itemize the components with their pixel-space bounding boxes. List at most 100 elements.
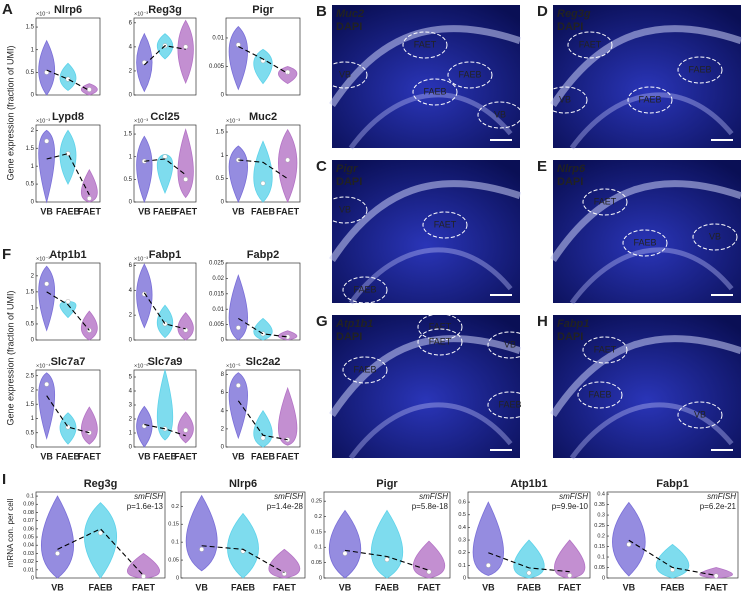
chart-title: Reg3g bbox=[84, 478, 118, 490]
y-tick-label: 0.02 bbox=[23, 559, 34, 565]
y-tick-label: 0.15 bbox=[168, 522, 179, 528]
y-tick-label: 0 bbox=[463, 575, 466, 581]
violin bbox=[253, 48, 273, 85]
y-tick-label: 2 bbox=[129, 417, 133, 423]
region-label: FAEB bbox=[458, 69, 481, 79]
panel-label: A bbox=[2, 1, 13, 18]
panel-label: D bbox=[537, 3, 548, 20]
y-tick-label: 0.2 bbox=[171, 504, 179, 510]
y-tick-label: 2 bbox=[221, 426, 225, 432]
region-label: VB bbox=[694, 409, 706, 419]
region-label: FAET bbox=[594, 344, 617, 354]
median-dot bbox=[65, 299, 71, 304]
violin bbox=[136, 135, 153, 204]
region-outline bbox=[322, 196, 368, 224]
violin bbox=[156, 154, 174, 194]
median-dot bbox=[199, 546, 205, 552]
region-outline bbox=[412, 78, 458, 106]
region-label: FAEB bbox=[633, 237, 656, 247]
panel-label: B bbox=[316, 3, 327, 20]
epithelium bbox=[329, 335, 522, 418]
median-dot bbox=[55, 551, 60, 556]
violin bbox=[278, 128, 298, 203]
y-tick-label: 1.5 bbox=[124, 132, 133, 138]
y-tick-label: 0.3 bbox=[597, 513, 605, 519]
y-tick-label: 0 bbox=[31, 93, 35, 99]
plot-frame bbox=[133, 17, 197, 96]
violin bbox=[80, 310, 98, 341]
chart-title: Reg3g bbox=[148, 4, 182, 16]
plot-frame bbox=[35, 124, 101, 203]
median-dot bbox=[44, 138, 50, 144]
y-tick-label: 0.25 bbox=[311, 499, 322, 505]
median-dot bbox=[713, 573, 719, 579]
violin bbox=[228, 372, 248, 440]
y-tick-label: 6 bbox=[221, 390, 225, 396]
y-tick-label: 0.5 bbox=[26, 70, 35, 76]
counterstain-label: DAPI bbox=[336, 331, 362, 343]
region-label: VB bbox=[559, 94, 571, 104]
y-tick-label: 0.1 bbox=[597, 554, 605, 560]
violin bbox=[253, 410, 273, 448]
x-tick-label: FAET bbox=[276, 451, 300, 461]
y-tick-label: 1 bbox=[221, 153, 225, 159]
median-dot bbox=[65, 76, 71, 82]
y-tick-label: 1 bbox=[31, 416, 35, 422]
epithelium bbox=[569, 92, 734, 150]
axis-exponent: ×10⁻³ bbox=[36, 11, 50, 17]
chart-title: Fabp2 bbox=[247, 249, 279, 261]
region-label: VB bbox=[339, 69, 351, 79]
violin bbox=[328, 509, 362, 579]
chart-title: Fabp1 bbox=[656, 478, 688, 490]
chart-title: Fabp1 bbox=[149, 249, 181, 261]
y-axis-label: Gene expression (fraction of UMI) bbox=[5, 45, 15, 180]
region-outline bbox=[677, 56, 723, 84]
y-tick-label: 0 bbox=[221, 200, 225, 206]
x-tick-label: FAEB bbox=[660, 582, 685, 592]
y-tick-label: 0 bbox=[31, 575, 34, 581]
violin bbox=[278, 386, 298, 446]
y-tick-label: 0.03 bbox=[23, 551, 34, 557]
epithelium bbox=[550, 180, 742, 263]
violin bbox=[38, 129, 55, 204]
median-dot bbox=[235, 325, 241, 331]
y-tick-label: 1.5 bbox=[26, 289, 35, 295]
y-tick-label: 2 bbox=[31, 273, 35, 279]
y-tick-label: 1 bbox=[31, 47, 35, 53]
axis-exponent: ×10⁻⁴ bbox=[36, 362, 51, 369]
plot-frame bbox=[133, 124, 197, 203]
median-dot bbox=[86, 87, 92, 92]
y-tick-label: 0.15 bbox=[594, 544, 605, 550]
region-label: FAET bbox=[414, 39, 437, 49]
region-outline bbox=[582, 336, 628, 364]
median-dot bbox=[86, 196, 92, 201]
chart-title: Slc7a9 bbox=[148, 356, 183, 368]
violin bbox=[268, 548, 301, 579]
region-label: FAEB bbox=[498, 399, 521, 409]
y-tick-label: 4 bbox=[221, 408, 225, 414]
mean-line bbox=[238, 159, 288, 180]
x-tick-label: VB bbox=[232, 451, 245, 461]
mean-line bbox=[238, 317, 288, 338]
y-tick-label: 0.5 bbox=[458, 512, 466, 518]
x-tick-label: FAET bbox=[558, 582, 582, 592]
y-tick-label: 1 bbox=[129, 431, 133, 437]
x-tick-label: FAEB bbox=[251, 206, 276, 216]
region-label: VB bbox=[494, 109, 506, 119]
region-outline bbox=[487, 331, 533, 359]
region-outline bbox=[402, 31, 448, 59]
median-dot bbox=[235, 42, 241, 48]
x-tick-label: FAEB bbox=[231, 582, 256, 592]
violin bbox=[185, 494, 218, 572]
y-tick-label: 2 bbox=[31, 128, 35, 134]
x-tick-label: FAET bbox=[174, 451, 198, 461]
y-tick-label: 1 bbox=[129, 154, 133, 160]
y-tick-label: 0.01 bbox=[23, 567, 34, 573]
x-tick-label: VB bbox=[40, 206, 53, 216]
median-dot bbox=[235, 382, 241, 388]
x-tick-label: FAEB bbox=[56, 206, 81, 216]
p-value: p=5.8e-18 bbox=[412, 502, 449, 511]
axis-exponent: ×10⁻³ bbox=[36, 256, 50, 262]
x-tick-label: VB bbox=[138, 206, 151, 216]
counterstain-label: DAPI bbox=[557, 21, 583, 33]
